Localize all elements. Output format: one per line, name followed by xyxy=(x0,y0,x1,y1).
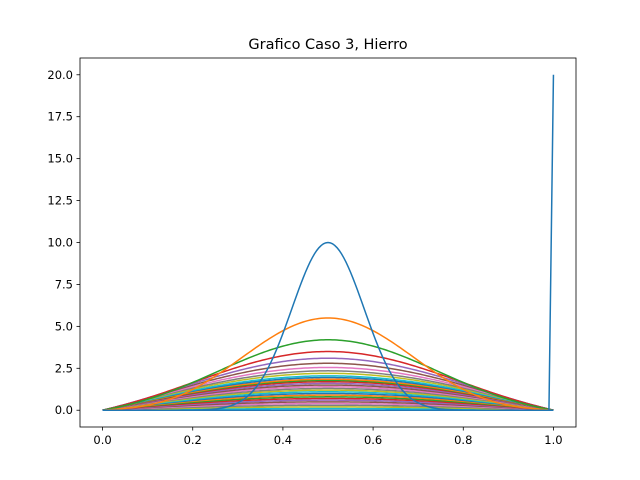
series-layer xyxy=(102,74,555,411)
series-line-2 xyxy=(102,339,554,411)
x-tick-label: 0.4 xyxy=(274,433,292,447)
series-line-19 xyxy=(102,391,554,411)
series-line-6 xyxy=(102,366,554,411)
y-tick-label: 10.0 xyxy=(47,236,73,250)
series-line-18 xyxy=(102,389,554,411)
series-line-17 xyxy=(102,387,554,411)
series-line-8 xyxy=(102,372,554,411)
series-line-23 xyxy=(102,397,554,411)
series-line-27 xyxy=(102,404,554,411)
series-final xyxy=(102,74,555,411)
series-line-15 xyxy=(102,384,554,411)
y-tick-label: 17.5 xyxy=(47,110,73,124)
series-line-9 xyxy=(102,375,554,411)
series-line-7 xyxy=(102,370,554,411)
y-tick-label: 7.5 xyxy=(55,277,73,291)
series-line-24 xyxy=(102,399,554,411)
y-tick-label: 20.0 xyxy=(47,68,73,82)
series-line-22 xyxy=(102,396,554,411)
axes-layer: 0.0 0.2 0.4 0.6 0.8 1.0 0.0 2.5 5.0 7.5 10.0 12.5 15… xyxy=(47,57,577,447)
series-line-25 xyxy=(102,401,554,411)
series-line-26 xyxy=(102,402,554,411)
y-tick-label: 12.5 xyxy=(47,194,73,208)
y-tick-label: 15.0 xyxy=(47,152,73,166)
series-line-29 xyxy=(102,407,554,411)
series-line-28 xyxy=(102,406,554,411)
x-tick-label: 0.8 xyxy=(454,433,472,447)
x-tick-label: 0.2 xyxy=(184,433,202,447)
series-line-21 xyxy=(102,394,554,411)
series-line-16 xyxy=(102,386,554,411)
y-tick-label: 2.5 xyxy=(55,361,73,375)
y-tick-label: 0.0 xyxy=(55,403,73,417)
x-tick-label: 1.0 xyxy=(544,433,562,447)
series-line-20 xyxy=(102,392,554,411)
series-line-1 xyxy=(102,317,554,411)
x-tick-label: 0.6 xyxy=(364,433,382,447)
x-tick-label: 0.0 xyxy=(93,433,111,447)
y-tick-label: 5.0 xyxy=(55,319,73,333)
chart-title: Grafico Caso 3, Hierro xyxy=(248,37,407,53)
